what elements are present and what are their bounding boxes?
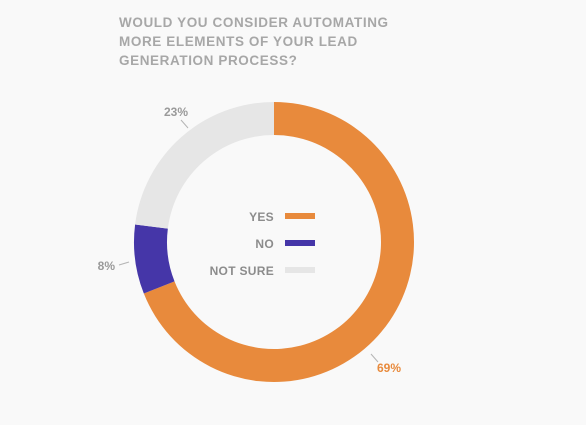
leader-line-not-sure [180,119,189,129]
donut-slice-not-sure [135,102,274,229]
legend-swatch-no [285,240,315,246]
donut-slice-no [133,224,175,294]
chart-title-line-3: GENERATION PROCESS? [119,53,298,68]
legend-swatch-yes [285,213,315,219]
legend-label-yes: YES [249,210,274,224]
legend-label-no: NO [255,237,274,251]
chart-title: WOULD YOU CONSIDER AUTOMATING MORE ELEME… [119,13,459,70]
data-label-no: 8% [98,259,116,273]
data-label-not-sure: 23% [164,105,188,119]
data-label-yes: 69% [377,361,401,375]
chart-title-line-1: WOULD YOU CONSIDER AUTOMATING [119,15,389,30]
chart-title-line-2: MORE ELEMENTS OF YOUR LEAD [119,34,358,49]
leader-line-yes [370,353,379,363]
legend-label-not-sure: NOT SURE [210,264,274,278]
legend-swatch-not-sure [285,267,315,273]
leader-line-no [118,261,130,266]
